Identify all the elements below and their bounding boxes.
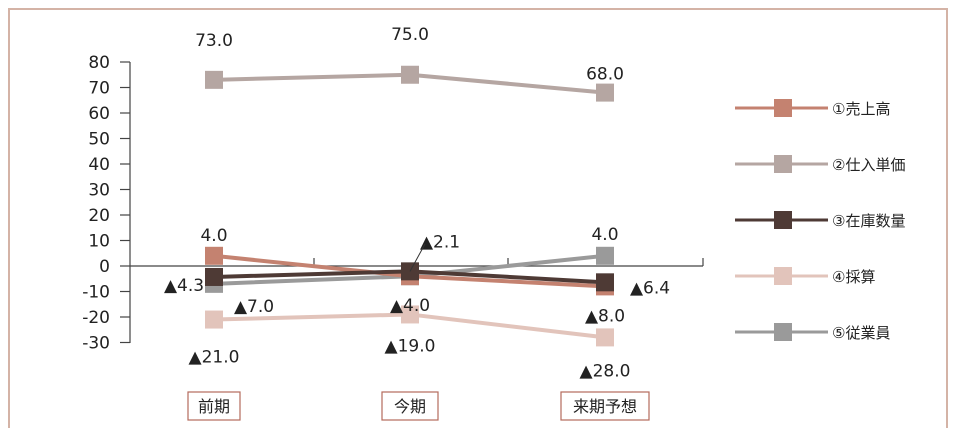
category-box: [560, 391, 650, 421]
data-point-marker: [401, 305, 419, 324]
legend-marker: [774, 99, 792, 117]
chart-frame: [8, 8, 948, 428]
category-box: [381, 391, 439, 421]
data-label: ▲4.0: [390, 296, 430, 316]
data-label: 73.0: [195, 31, 233, 51]
data-point-marker: [205, 70, 223, 89]
legend-label: ①売上高: [832, 100, 890, 118]
data-point-marker: [401, 65, 419, 84]
data-point-marker: [596, 273, 614, 292]
data-label: ▲21.0: [189, 348, 240, 368]
data-label: 68.0: [586, 65, 624, 85]
y-tick-label: -10: [82, 283, 110, 303]
y-tick-label: 0: [99, 257, 110, 277]
y-tick-label: 20: [88, 206, 110, 226]
data-point-marker: [596, 246, 614, 265]
y-tick-label: -20: [82, 308, 110, 328]
data-label: ▲8.0: [585, 306, 625, 326]
legend-label: ⑤従業員: [832, 324, 890, 342]
data-label: ▲2.1: [420, 232, 460, 252]
category-label: 来期予想: [573, 397, 637, 416]
data-point-marker: [596, 328, 614, 347]
y-tick-label: 80: [88, 53, 110, 73]
legend-marker: [774, 155, 792, 173]
legend-marker: [774, 267, 792, 285]
data-label: ▲6.4: [630, 278, 670, 298]
y-tick-label: 50: [88, 130, 110, 150]
data-point-marker: [205, 246, 223, 265]
y-tick-label: -30: [82, 334, 110, 354]
legend-marker: [774, 323, 792, 341]
y-tick-label: 70: [88, 79, 110, 99]
legend-marker: [774, 211, 792, 229]
data-label: ▲4.3: [164, 276, 204, 296]
data-label: ▲19.0: [385, 336, 436, 356]
y-tick-label: 10: [88, 232, 110, 252]
y-tick-label: 40: [88, 155, 110, 175]
data-label: ▲28.0: [580, 361, 631, 381]
label-leader-line: [409, 243, 426, 272]
data-label: 4.0: [200, 226, 227, 246]
y-tick-label: 60: [88, 104, 110, 124]
data-label: 75.0: [391, 25, 429, 45]
legend-label: ④採算: [832, 268, 875, 286]
legend-label: ②仕入単価: [832, 156, 905, 174]
category-label: 前期: [198, 397, 230, 416]
data-point-marker: [596, 83, 614, 102]
data-point-marker: [205, 267, 223, 286]
y-tick-label: 30: [88, 181, 110, 201]
data-label: ▲7.0: [234, 297, 274, 317]
legend-label: ③在庫数量: [832, 212, 905, 230]
category-label: 今期: [394, 397, 426, 416]
data-point-marker: [205, 310, 223, 329]
category-box: [187, 391, 241, 421]
data-label: 4.0: [591, 225, 618, 245]
